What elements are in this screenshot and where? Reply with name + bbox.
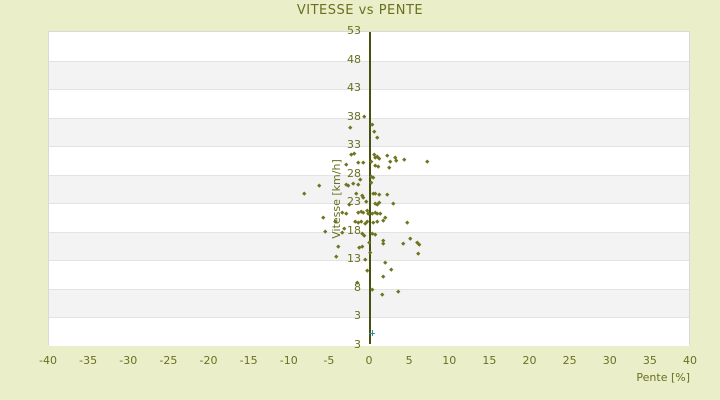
x-tick-label: -5	[323, 354, 335, 367]
zero-axis-line	[369, 32, 371, 344]
y-tick-label: 3	[354, 309, 361, 323]
y-tick-label: 3	[354, 338, 361, 351]
highlight-cross-marker	[371, 330, 373, 337]
scatter-point	[381, 218, 385, 222]
x-tick-label: -35	[79, 354, 98, 367]
y-tick-label: 18	[347, 223, 361, 237]
y-tick-label: 53	[347, 24, 361, 37]
y-tick-label: 43	[347, 81, 361, 95]
x-tick-label: 0	[365, 354, 373, 367]
x-tick-label: 15	[482, 354, 497, 367]
x-tick-label: 10	[442, 354, 457, 367]
x-tick-label: -10	[279, 354, 298, 367]
chart-title: VITESSE vs PENTE	[296, 3, 424, 18]
y-tick-label: 8	[354, 280, 361, 294]
y-tick-label: 23	[347, 195, 361, 209]
y-tick-label: 38	[347, 109, 361, 123]
x-tick-label: 20	[522, 354, 537, 367]
x-axis-title: Pente [%]	[636, 371, 690, 384]
x-tick-label: 25	[562, 354, 577, 367]
x-tick-label: 5	[405, 354, 413, 367]
x-tick-label: -15	[239, 354, 258, 367]
y-tick-label: 48	[347, 52, 361, 66]
x-tick-label: 30	[602, 354, 617, 367]
y-tick-label: 13	[347, 252, 361, 266]
plot-area	[48, 31, 690, 346]
x-tick-label: -20	[199, 354, 218, 367]
x-tick-label: -25	[159, 354, 178, 367]
x-tick-label: -40	[39, 354, 57, 367]
x-tick-label: -30	[119, 354, 138, 367]
x-tick-label: 35	[642, 354, 657, 367]
y-tick-label: 33	[347, 138, 361, 152]
y-tick-label: 28	[347, 166, 361, 180]
x-tick-label: 40	[683, 354, 697, 367]
